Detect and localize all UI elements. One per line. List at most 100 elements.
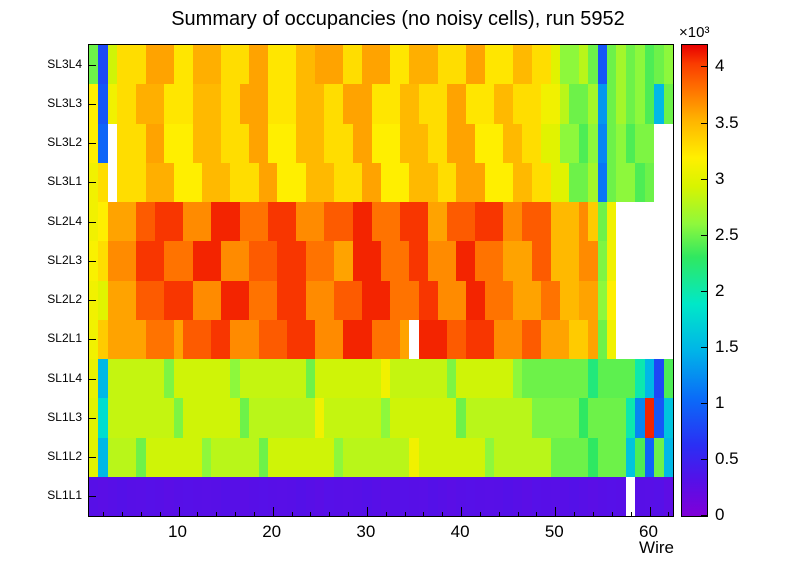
heatmap-cell [108, 45, 117, 84]
heatmap-cell [127, 359, 136, 398]
x-axis-major-tick [649, 507, 651, 516]
heatmap-cell [475, 163, 485, 202]
heatmap-cell [259, 359, 268, 398]
heatmap-cell [419, 124, 428, 163]
heatmap-cell [447, 45, 456, 84]
heatmap-cell [334, 45, 343, 84]
heatmap-cell [306, 281, 315, 320]
heatmap-cell [306, 202, 315, 241]
heatmap-cell [419, 320, 428, 359]
heatmap-cell [503, 477, 513, 516]
heatmap-cell [202, 124, 211, 163]
heatmap-cell [164, 45, 174, 84]
z-axis-tick-label: 1 [715, 392, 725, 412]
heatmap-cell [522, 398, 532, 438]
heatmap-cell [635, 163, 645, 202]
heatmap-cell [315, 84, 324, 124]
heatmap-cell [503, 320, 513, 359]
heatmap-cell [456, 320, 466, 359]
heatmap-cell [268, 163, 277, 202]
heatmap-cell [522, 241, 532, 281]
heatmap-cell [503, 359, 513, 398]
heatmap-cell [268, 320, 277, 359]
heatmap-cell [343, 477, 353, 516]
heatmap-cell [607, 241, 616, 281]
heatmap-cell [428, 320, 438, 359]
heatmap-cell [541, 202, 551, 241]
heatmap-cell [240, 320, 249, 359]
heatmap-cell [419, 359, 428, 398]
heatmap-cell [193, 124, 202, 163]
heatmap-cell [419, 438, 428, 477]
heatmap-cell [127, 84, 136, 124]
heatmap-cell [607, 163, 616, 202]
heatmap-cell [635, 398, 645, 438]
heatmap-cell [381, 45, 390, 84]
heatmap-cell [353, 438, 362, 477]
z-axis-tick [701, 122, 707, 124]
heatmap-cell [183, 124, 193, 163]
heatmap-cell [174, 241, 183, 281]
heatmap-cell [485, 202, 494, 241]
heatmap-cell [409, 84, 419, 124]
y-axis-tick [89, 339, 96, 341]
heatmap-cell [315, 359, 324, 398]
heatmap-cell [428, 84, 438, 124]
heatmap-cell [98, 398, 108, 438]
x-axis-minor-tick [442, 512, 444, 516]
heatmap-cell [438, 398, 447, 438]
heatmap-cell [164, 124, 174, 163]
heatmap-cell [240, 241, 249, 281]
heatmap-cell [108, 477, 117, 516]
heatmap-cell [616, 359, 626, 398]
heatmap-cell [353, 477, 362, 516]
heatmap-cell [428, 163, 438, 202]
heatmap-cell [381, 477, 390, 516]
heatmap-cell [306, 477, 315, 516]
heatmap-cell [569, 320, 579, 359]
heatmap-cell [136, 124, 146, 163]
heatmap-cell [579, 438, 588, 477]
heatmap-cell [541, 45, 551, 84]
heatmap-cell [324, 359, 334, 398]
heatmap-cell [466, 45, 475, 84]
heatmap-cell [155, 398, 164, 438]
heatmap-cell [522, 202, 532, 241]
heatmap-cell [475, 477, 485, 516]
heatmap-cell [419, 241, 428, 281]
y-axis-bin-label: SL3L3 [47, 95, 82, 110]
heatmap-cell [174, 281, 183, 320]
heatmap-cell [268, 438, 277, 477]
heatmap-cell [560, 320, 569, 359]
heatmap-cell [136, 281, 146, 320]
heatmap-cell [447, 124, 456, 163]
heatmap-cell [598, 202, 607, 241]
heatmap-cell [146, 320, 155, 359]
heatmap-cell [616, 438, 626, 477]
heatmap-cell [155, 163, 164, 202]
heatmap-cell [259, 477, 268, 516]
heatmap-cell [372, 320, 381, 359]
heatmap-cell [645, 477, 654, 516]
heatmap-cell [117, 241, 127, 281]
heatmap-cell [607, 124, 616, 163]
x-axis-minor-tick [348, 512, 349, 516]
heatmap-cell [296, 477, 306, 516]
heatmap-cell [485, 398, 494, 438]
heatmap-cell [419, 84, 428, 124]
heatmap-cell [117, 202, 127, 241]
heatmap-cell [117, 281, 127, 320]
heatmap-cell [146, 241, 155, 281]
heatmap-cell [588, 398, 598, 438]
heatmap-cell [579, 359, 588, 398]
heatmap-cell [560, 438, 569, 477]
heatmap-cell [438, 359, 447, 398]
heatmap-cell [598, 281, 607, 320]
heatmap-cell [569, 163, 579, 202]
heatmap-cell [503, 241, 513, 281]
y-axis-bin-label: SL1L1 [47, 488, 82, 503]
heatmap-cell [400, 124, 409, 163]
heatmap-cell [598, 124, 607, 163]
heatmap-cell [645, 84, 654, 124]
heatmap-cell [146, 359, 155, 398]
